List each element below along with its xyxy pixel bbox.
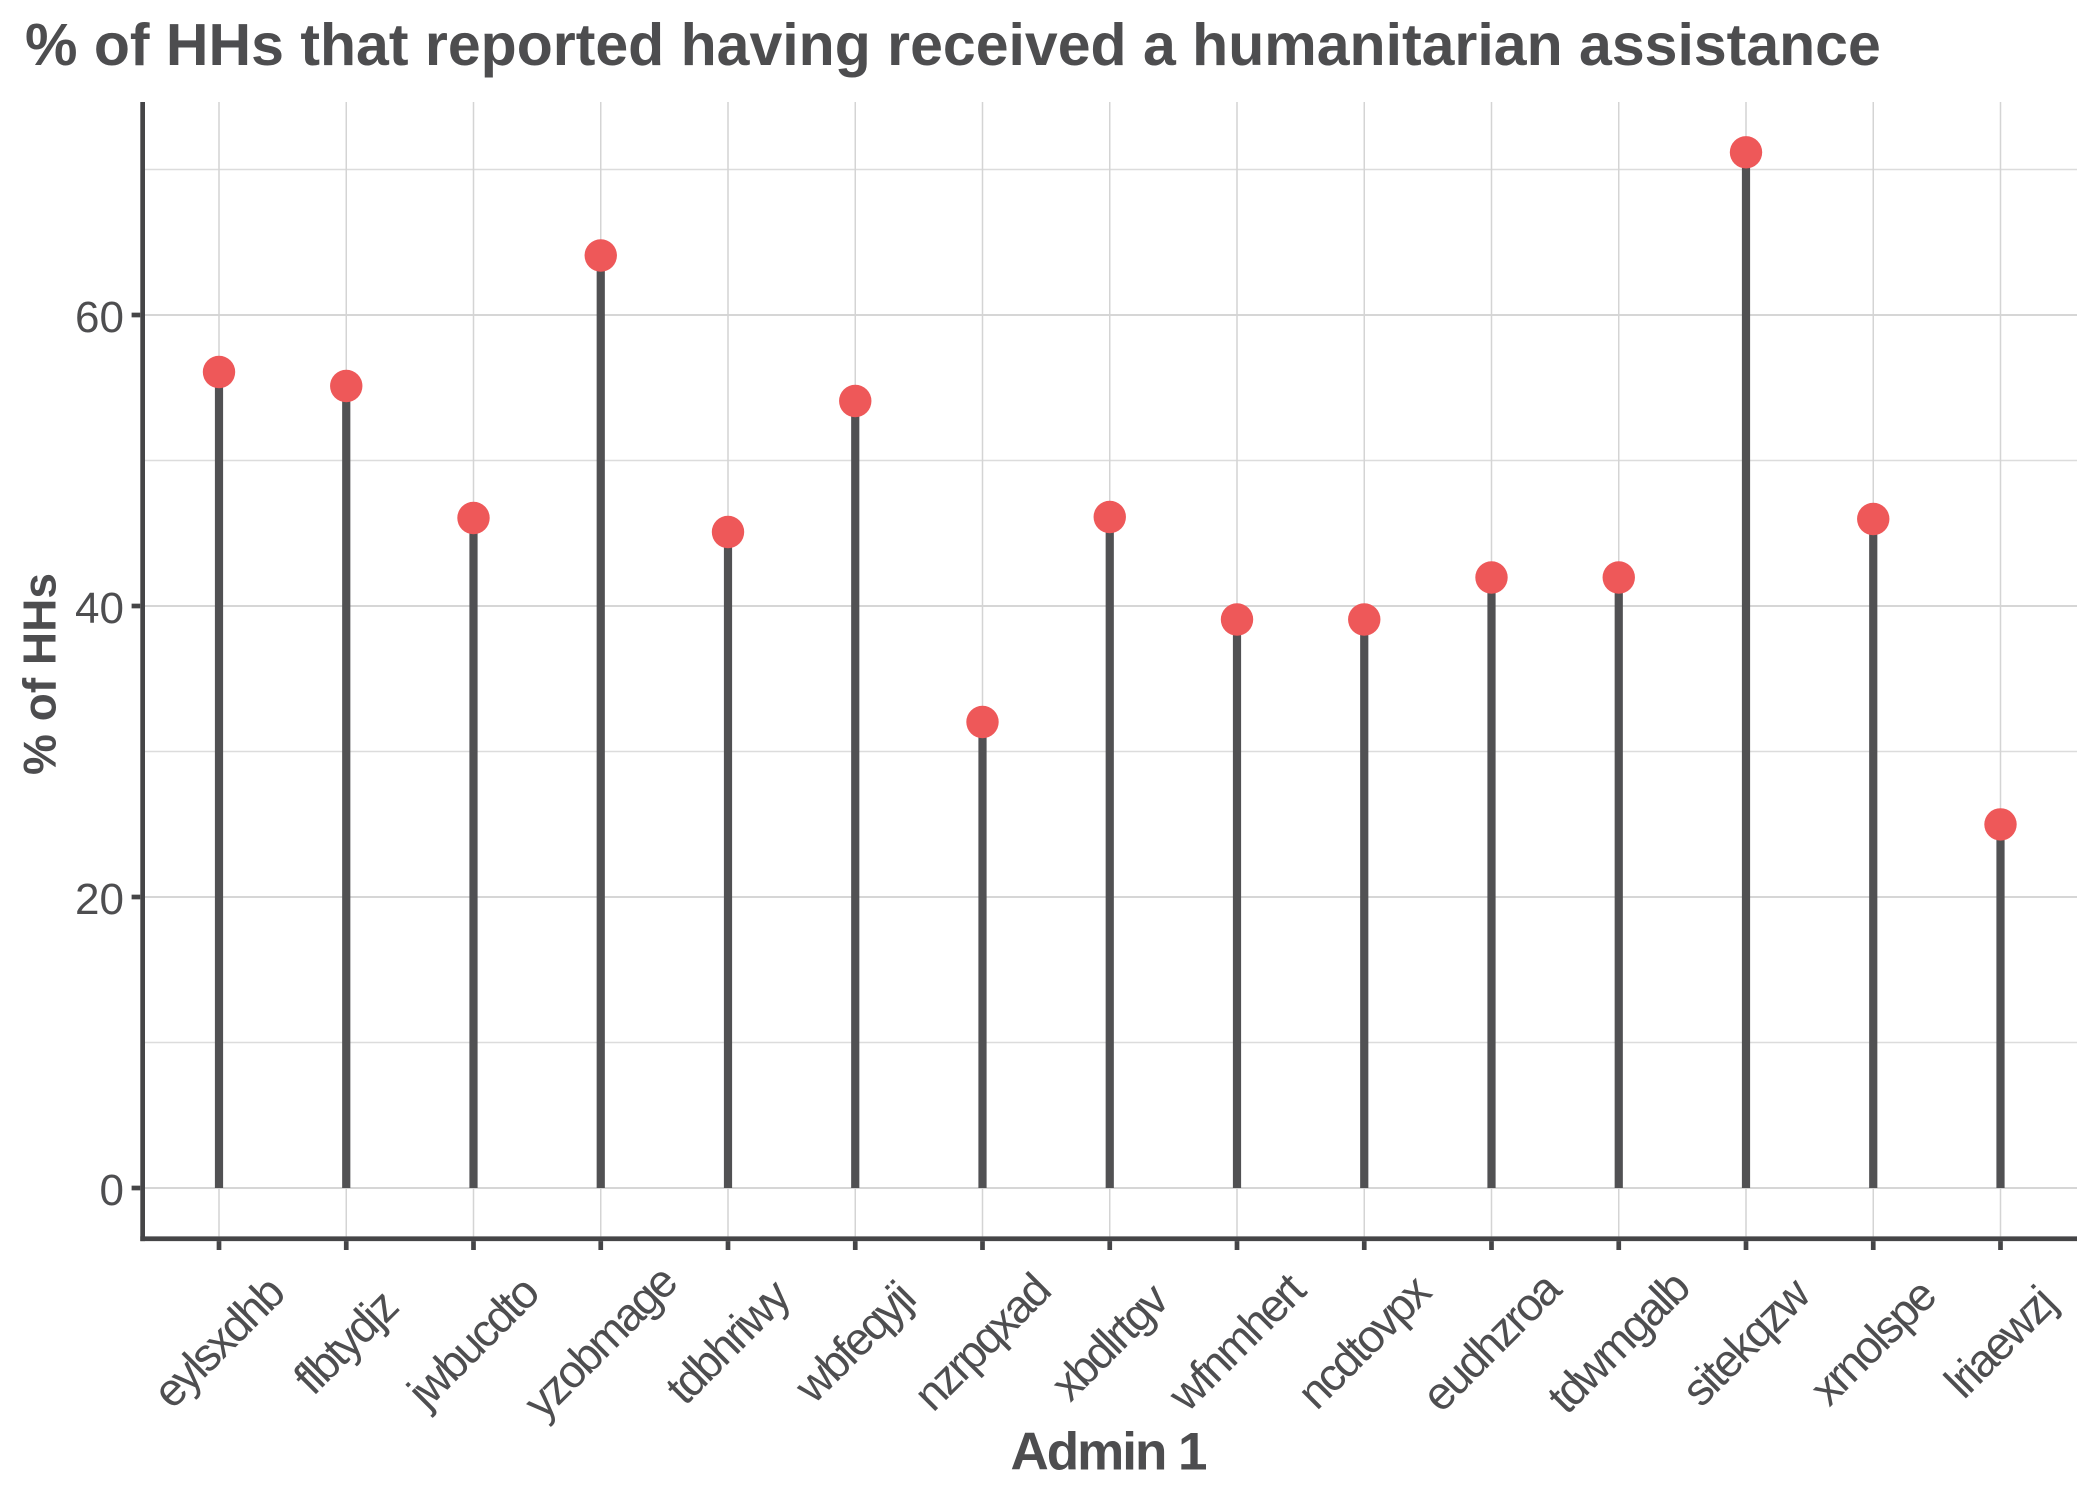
svg-text:40: 40 — [75, 584, 124, 633]
svg-text:0: 0 — [100, 1166, 124, 1215]
svg-text:% of HHs that reported having: % of HHs that reported having received a… — [25, 12, 1881, 78]
svg-text:20: 20 — [75, 875, 124, 924]
svg-text:% of HHs: % of HHs — [13, 573, 65, 775]
svg-text:Admin 1: Admin 1 — [1010, 1423, 1206, 1482]
svg-text:60: 60 — [75, 293, 124, 342]
